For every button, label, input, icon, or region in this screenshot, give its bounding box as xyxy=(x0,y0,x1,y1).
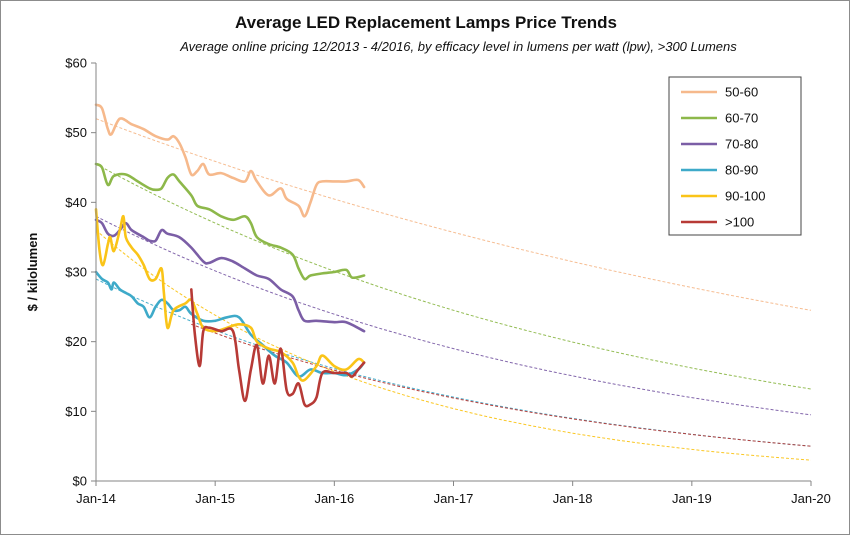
y-tick-label: $0 xyxy=(73,474,87,489)
chart-title: Average LED Replacement Lamps Price Tren… xyxy=(234,13,618,32)
x-tick-label: Jan-19 xyxy=(672,491,712,506)
legend-label: 70-80 xyxy=(725,137,758,152)
axes-layer: $0 $10 $20 $30 $40 $50 $60 Jan-14 Jan-15 Jan-16 Ja… xyxy=(25,56,831,507)
chart-subtitle: Average online pricing 12/2013 - 4/2016,… xyxy=(180,39,737,54)
trendline-6070 xyxy=(95,163,812,390)
series-line-6070 xyxy=(94,162,366,281)
x-tick-label: Jan-16 xyxy=(314,491,354,506)
legend-label: 50-60 xyxy=(725,85,758,100)
legend: 50-60 60-70 70-80 80-90 90-100 >100 xyxy=(668,76,802,236)
y-tick-label: $20 xyxy=(65,334,87,349)
trendline-7080 xyxy=(95,215,812,416)
series-line-8090 xyxy=(94,270,366,378)
y-tick-label: $60 xyxy=(65,56,87,71)
series-line-100 xyxy=(190,288,366,408)
series-line-5060 xyxy=(94,103,366,218)
y-tick-label: $30 xyxy=(65,265,87,280)
trendline-100 xyxy=(191,323,812,447)
y-tick-label: $40 xyxy=(65,195,87,210)
series-layer xyxy=(94,103,366,408)
legend-label: >100 xyxy=(725,215,754,230)
legend-label: 90-100 xyxy=(725,189,765,204)
series-line-90100 xyxy=(94,208,366,382)
x-tick-label: Jan-14 xyxy=(76,491,116,506)
x-tick-label: Jan-17 xyxy=(434,491,474,506)
legend-label: 80-90 xyxy=(725,163,758,178)
legend-label: 60-70 xyxy=(725,111,758,126)
trendline-5060 xyxy=(95,118,812,311)
trendline-8090 xyxy=(95,278,812,447)
x-tick-label: Jan-20 xyxy=(791,491,831,506)
legend-box xyxy=(668,76,802,236)
y-axis-title: $ / kilolumen xyxy=(25,233,40,312)
x-tick-label: Jan-18 xyxy=(553,491,593,506)
y-tick-label: $50 xyxy=(65,125,87,140)
trendline-90100 xyxy=(95,229,812,461)
trendline-layer xyxy=(95,118,812,461)
x-tick-label: Jan-15 xyxy=(195,491,235,506)
y-tick-label: $10 xyxy=(65,404,87,419)
